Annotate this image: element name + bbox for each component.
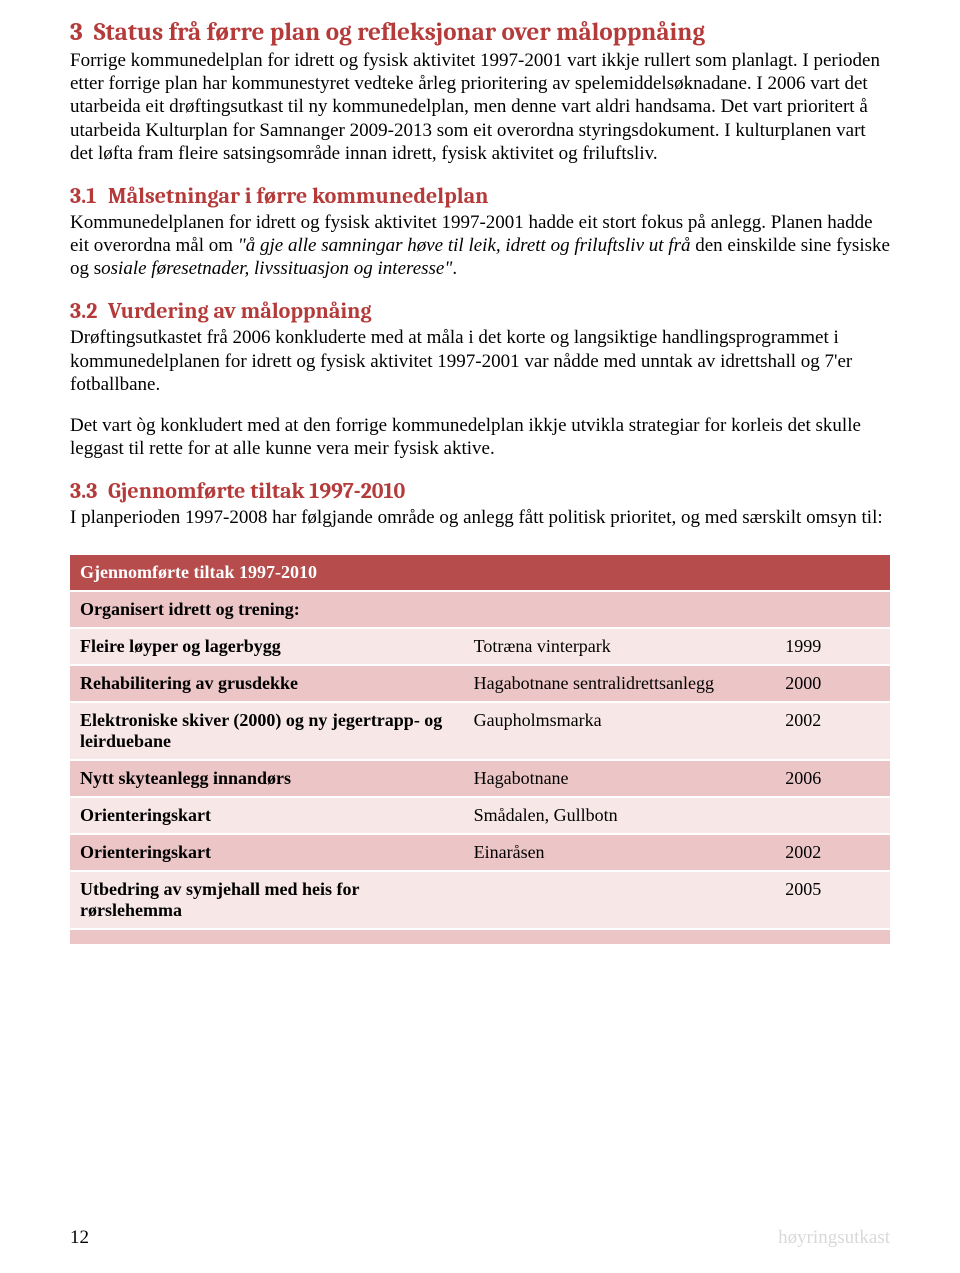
- table-cell-location: Einaråsen: [464, 834, 776, 871]
- table-row: Utbedring av symjehall med heis for rørs…: [70, 871, 890, 929]
- section-title: Status frå førre plan og refleksjonar ov…: [94, 18, 705, 47]
- table-cell-year: [775, 929, 890, 945]
- subsection-3-1-body: Kommunedelplanen for idrett og fysisk ak…: [70, 211, 890, 281]
- table-cell-name: Utbedring av symjehall med heis for rørs…: [70, 871, 464, 929]
- table-row: Elektroniske skiver (2000) og ny jegertr…: [70, 702, 890, 760]
- table-cell-name: Rehabilitering av grusdekke: [70, 665, 464, 702]
- subsection-3-2-heading: 3.2Vurdering av måloppnåing: [70, 298, 890, 324]
- subsection-title: Målsetningar i førre kommunedelplan: [108, 183, 488, 209]
- tiltak-table: Gjennomførte tiltak 1997-2010 Organisert…: [70, 555, 890, 946]
- watermark-text: høyringsutkast: [778, 1227, 890, 1249]
- text-run-italic: osiale føresetnader, livssituasjon og in…: [101, 258, 452, 279]
- subsection-number: 3.1: [70, 183, 108, 209]
- table-cell-location: [464, 929, 776, 945]
- subsection-number: 3.2: [70, 298, 108, 324]
- table-subheader-cell: Organisert idrett og trening:: [70, 591, 890, 628]
- table-cell-year: 2000: [775, 665, 890, 702]
- table-cell-name: Elektroniske skiver (2000) og ny jegertr…: [70, 702, 464, 760]
- table-cell-location: Gaupholmsmarka: [464, 702, 776, 760]
- table-cell-year: [775, 797, 890, 834]
- table-cell-year: 2002: [775, 702, 890, 760]
- subsection-3-3-heading: 3.3Gjennomførte tiltak 1997-2010: [70, 478, 890, 504]
- text-run: .: [452, 258, 457, 279]
- subsection-3-1-heading: 3.1Målsetningar i førre kommunedelplan: [70, 183, 890, 209]
- section-intro: Forrige kommunedelplan for idrett og fys…: [70, 49, 890, 165]
- section-number: 3: [70, 18, 83, 47]
- table-row: OrienteringskartSmådalen, Gullbotn: [70, 797, 890, 834]
- table-row: Fleire løyper og lagerbyggTotræna vinter…: [70, 628, 890, 665]
- table-cell-name: Nytt skyteanlegg innandørs: [70, 760, 464, 797]
- table-cell-year: 2006: [775, 760, 890, 797]
- table-body: Fleire løyper og lagerbyggTotræna vinter…: [70, 628, 890, 945]
- page-number: 12: [70, 1227, 89, 1249]
- table-subheader-row: Organisert idrett og trening:: [70, 591, 890, 628]
- subsection-3-2-body-1: Drøftingsutkastet frå 2006 konkluderte m…: [70, 326, 890, 396]
- table-cell-name: [70, 929, 464, 945]
- table-cell-location: Smådalen, Gullbotn: [464, 797, 776, 834]
- table-header-cell: Gjennomførte tiltak 1997-2010: [70, 555, 890, 591]
- subsection-title: Vurdering av måloppnåing: [108, 298, 372, 324]
- table-cell-name: Orienteringskart: [70, 797, 464, 834]
- section-heading: 3 Status frå førre plan og refleksjonar …: [70, 18, 890, 47]
- table-cell-location: Hagabotnane sentralidrettsanlegg: [464, 665, 776, 702]
- table-cell-location: [464, 871, 776, 929]
- table-row: Rehabilitering av grusdekkeHagabotnane s…: [70, 665, 890, 702]
- subsection-number: 3.3: [70, 478, 108, 504]
- table-header-row: Gjennomførte tiltak 1997-2010: [70, 555, 890, 591]
- subsection-3-2-body-2: Det vart òg konkludert med at den forrig…: [70, 414, 890, 460]
- text-run-italic: "å gje alle samningar høve til leik, idr…: [238, 235, 695, 256]
- table-cell-location: Hagabotnane: [464, 760, 776, 797]
- table-cell-name: Fleire løyper og lagerbygg: [70, 628, 464, 665]
- subsection-title: Gjennomførte tiltak 1997-2010: [108, 478, 405, 504]
- table-row: OrienteringskartEinaråsen2002: [70, 834, 890, 871]
- table-cell-name: Orienteringskart: [70, 834, 464, 871]
- table-cell-year: 1999: [775, 628, 890, 665]
- table-row: Nytt skyteanlegg innandørsHagabotnane200…: [70, 760, 890, 797]
- table-cell-year: 2002: [775, 834, 890, 871]
- subsection-3-3-body: I planperioden 1997-2008 har følgjande o…: [70, 506, 890, 529]
- document-page: 3 Status frå førre plan og refleksjonar …: [0, 0, 960, 1273]
- table-row: [70, 929, 890, 945]
- page-footer: 12 høyringsutkast: [70, 1227, 890, 1249]
- table-cell-location: Totræna vinterpark: [464, 628, 776, 665]
- table-cell-year: 2005: [775, 871, 890, 929]
